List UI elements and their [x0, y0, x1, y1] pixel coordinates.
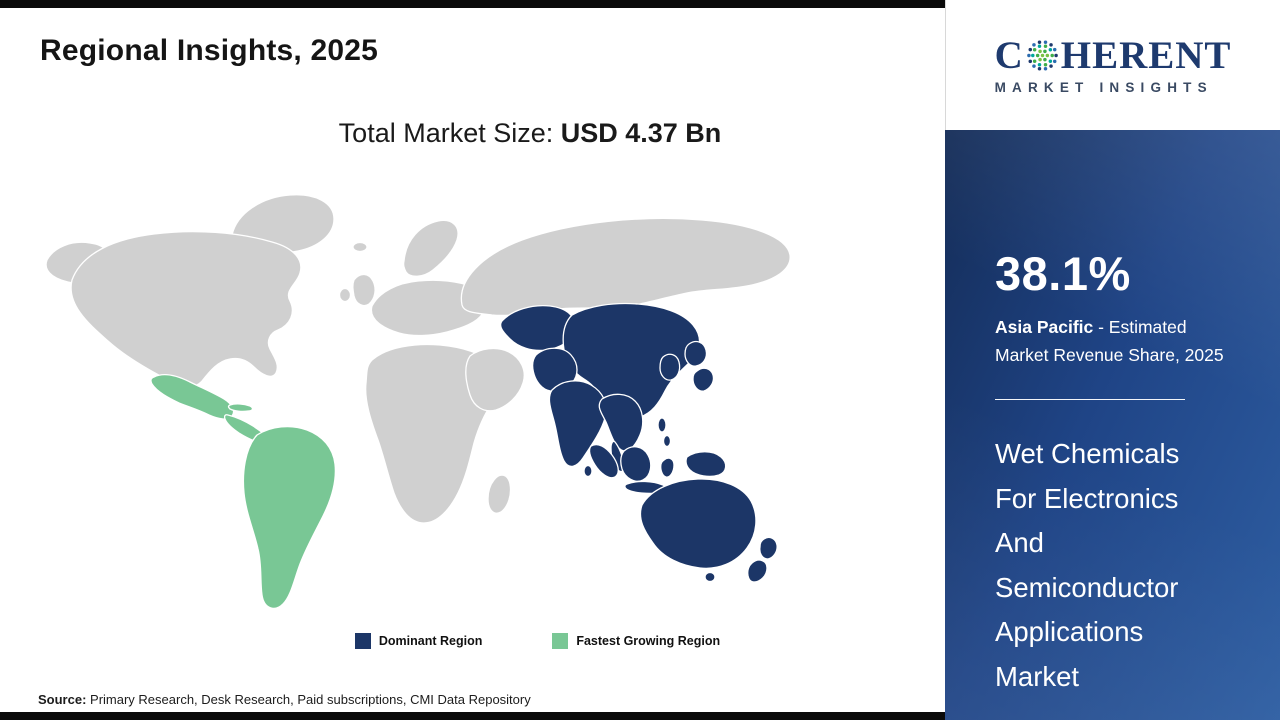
mexico-landmass	[150, 374, 235, 420]
middle-east-landmass	[465, 347, 525, 412]
total-market-size-value: USD 4.37 Bn	[560, 118, 722, 148]
bottom-black-bar	[0, 712, 945, 720]
new-zealand-south-landmass	[747, 559, 768, 583]
revenue-share-description: Asia Pacific - Estimated Market Revenue …	[995, 313, 1233, 369]
main-area: Regional Insights, 2025 Total Market Siz…	[0, 0, 945, 720]
market-title: Wet Chemicals For Electronics And Semico…	[995, 438, 1180, 692]
australia-landmass	[639, 478, 757, 569]
top-black-bar	[0, 0, 945, 8]
globe-dots-icon	[1026, 39, 1058, 71]
source-text: Primary Research, Desk Research, Paid su…	[86, 692, 531, 707]
total-market-size-label: Total Market Size:	[338, 118, 561, 148]
source-label: Source:	[38, 692, 87, 707]
iceland-landmass	[352, 241, 368, 253]
legend-item-dominant: Dominant Region	[354, 633, 483, 649]
sri-lanka-landmass	[583, 464, 593, 478]
dominant-region-swatch	[354, 633, 371, 649]
source-note: Source: Primary Research, Desk Research,…	[38, 692, 531, 707]
philippines-south-landmass	[662, 434, 672, 448]
brand-header: C HERENT MARKET INSIGHTS	[945, 0, 1280, 130]
madagascar-landmass	[487, 474, 512, 514]
south-america-landmass	[242, 425, 337, 610]
revenue-share-value: 38.1%	[995, 247, 1131, 300]
brand-word-start: C	[994, 33, 1024, 77]
dominant-region-label: Dominant Region	[378, 634, 483, 648]
divider-line	[995, 399, 1185, 400]
russia-landmass	[460, 217, 791, 317]
legend-item-fastest-growing: Fastest Growing Region	[552, 633, 720, 649]
revenue-share-region: Asia Pacific	[995, 317, 1094, 337]
fastest-growing-region-label: Fastest Growing Region	[576, 634, 721, 648]
sulawesi-landmass	[660, 457, 675, 478]
highlight-panel: 38.1% Asia Pacific - Estimated Market Re…	[945, 130, 1280, 720]
legend: Dominant Region Fastest Growing Region	[0, 633, 945, 649]
revenue-share-metric: - Estimated Market Revenue Share, 2025	[995, 317, 1224, 365]
total-market-size: Total Market Size: USD 4.37 Bn	[0, 118, 945, 149]
japan-south-landmass	[692, 367, 715, 392]
brand-wordmark: C HERENT	[995, 36, 1232, 75]
united-kingdom-landmass	[352, 273, 376, 307]
japan-north-landmass	[684, 340, 708, 367]
brand-logo: C HERENT MARKET INSIGHTS	[995, 36, 1232, 95]
sidebar: C HERENT MARKET INSIGHTS 38.1% Asia Paci…	[945, 0, 1280, 720]
borneo-landmass	[620, 446, 652, 482]
brand-subtitle: MARKET INSIGHTS	[994, 79, 1213, 95]
new-guinea-landmass	[685, 451, 727, 477]
fastest-growing-region-swatch	[552, 633, 569, 649]
ireland-landmass	[338, 287, 352, 303]
new-zealand-north-landmass	[759, 536, 778, 560]
brand-word-end: HERENT	[1060, 33, 1232, 77]
india-landmass	[548, 380, 607, 468]
north-america-landmass	[70, 231, 302, 388]
world-map	[45, 194, 791, 610]
sumatra-landmass	[588, 443, 619, 479]
page-title: Regional Insights, 2025	[40, 34, 379, 67]
caribbean-landmass	[227, 403, 254, 413]
korea-landmass	[659, 353, 681, 381]
philippines-north-landmass	[657, 417, 667, 433]
indochina-landmass	[598, 393, 644, 452]
tasmania-landmass	[704, 571, 716, 583]
scandinavia-landmass	[402, 219, 459, 277]
